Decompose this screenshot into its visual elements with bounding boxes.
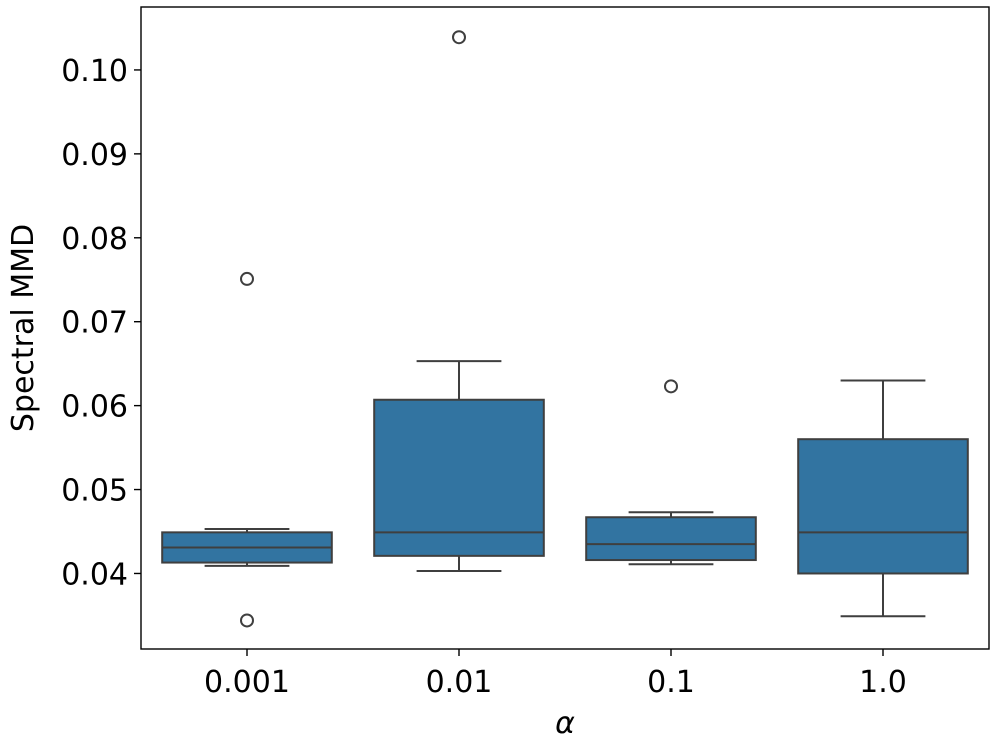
y-tick-label: 0.04 (61, 557, 128, 592)
outlier-point (240, 271, 254, 286)
box-0.01 (373, 30, 545, 572)
x-tick-label: 1.0 (859, 665, 907, 700)
y-tick-label: 0.05 (61, 474, 128, 509)
x-axis-ticks: 0.001 0.01 0.1 1.0 (204, 649, 907, 700)
y-axis-label: Spectral MMD (6, 224, 41, 432)
boxes-layer (161, 30, 969, 628)
x-tick-label: 0.001 (204, 665, 290, 700)
y-tick-label: 0.08 (61, 222, 128, 257)
y-tick-label: 0.07 (61, 306, 128, 341)
box-0.1 (585, 379, 757, 566)
outlier-point (664, 379, 678, 394)
box-iqr (797, 438, 969, 575)
y-axis-ticks: 0.04 0.05 0.06 0.07 0.08 0.09 0.10 (61, 54, 141, 592)
x-tick-label: 0.1 (647, 665, 695, 700)
outlier-point (240, 613, 254, 628)
plot-frame (140, 6, 990, 650)
box-1.0 (797, 379, 969, 618)
y-tick-label: 0.10 (61, 54, 128, 89)
y-tick-label: 0.09 (61, 138, 128, 173)
x-tick-label: 0.01 (426, 665, 493, 700)
box-iqr (585, 516, 757, 562)
box-0.001 (161, 271, 333, 628)
x-axis-label: α (555, 706, 575, 741)
y-tick-label: 0.06 (61, 390, 128, 425)
box-iqr (373, 398, 545, 557)
outlier-point (452, 30, 466, 45)
